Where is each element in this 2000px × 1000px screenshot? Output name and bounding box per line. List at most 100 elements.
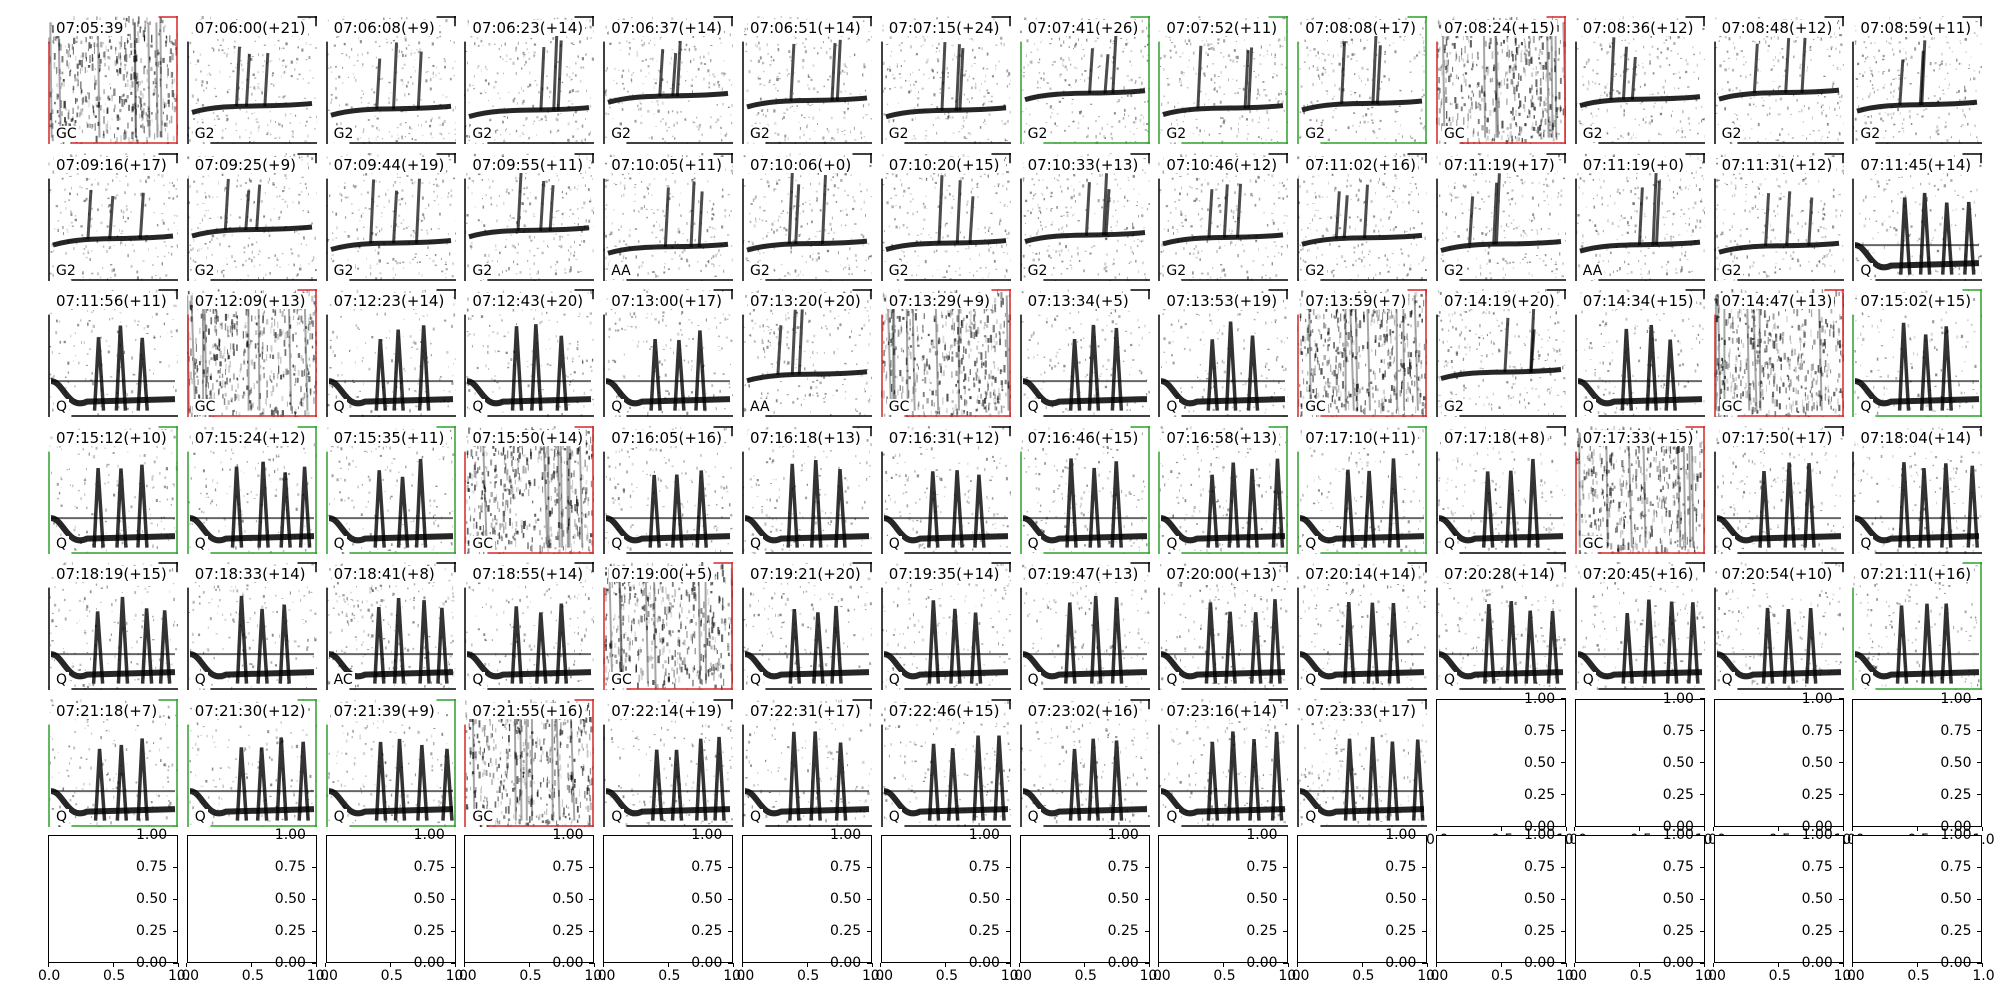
panel-class-label: G2 bbox=[192, 126, 217, 142]
y-tick-label: 0.25 bbox=[1802, 924, 1833, 938]
x-tick-mark bbox=[945, 963, 947, 967]
panel-class-label: Q bbox=[54, 535, 70, 552]
y-tick-label: 0.25 bbox=[1246, 924, 1277, 938]
panel-class-label: Q bbox=[331, 399, 347, 415]
empty-axes bbox=[48, 835, 178, 963]
spectrogram-image bbox=[1297, 425, 1428, 554]
spectrogram-image bbox=[881, 16, 1011, 144]
y-tick-mark bbox=[1838, 698, 1844, 699]
y-tick-label: 0.50 bbox=[691, 892, 722, 906]
spectrogram-panel: 07:10:33(+13) G2 bbox=[1019, 152, 1150, 281]
y-tick-label: 0.00 bbox=[969, 956, 1000, 970]
panel-class-label: Q bbox=[1303, 672, 1319, 688]
panel-class-label: G2 bbox=[1303, 126, 1327, 142]
y-tick-mark bbox=[867, 930, 872, 932]
x-tick-mark bbox=[112, 963, 114, 967]
y-tick-mark bbox=[1422, 962, 1428, 964]
panel-class-label: Q bbox=[1164, 399, 1180, 415]
spectrogram-panel: 07:19:00(+5) GC bbox=[603, 562, 734, 690]
y-tick-label: 0.50 bbox=[414, 892, 445, 906]
panel-timestamp: 07:23:16(+14) bbox=[1164, 702, 1280, 719]
spectrogram-panel: 07:08:48(+12) G2 bbox=[1713, 16, 1844, 144]
y-tick-mark bbox=[1561, 834, 1566, 836]
x-tick-mark bbox=[1851, 826, 1853, 831]
y-tick-mark bbox=[1561, 930, 1566, 932]
y-tick-label: 1.00 bbox=[1524, 692, 1555, 706]
spectrogram-image bbox=[1297, 698, 1428, 827]
panel-timestamp: 07:20:14(+14) bbox=[1303, 566, 1418, 582]
spectrogram-image bbox=[187, 562, 317, 690]
y-tick-mark bbox=[1561, 794, 1566, 795]
x-tick-mark bbox=[1500, 826, 1502, 831]
panel-timestamp: 07:10:46(+12) bbox=[1164, 156, 1280, 173]
x-tick-label: 1.0 bbox=[1001, 969, 1023, 983]
y-tick-label: 1.00 bbox=[136, 828, 167, 842]
spectrogram-panel: 07:08:08(+17) G2 bbox=[1297, 16, 1428, 144]
panel-timestamp: 07:21:11(+16) bbox=[1858, 566, 1974, 582]
panel-class-label: Q bbox=[886, 808, 902, 825]
spectrogram-image bbox=[1575, 152, 1705, 281]
spectrogram-image bbox=[603, 16, 734, 144]
y-tick-mark bbox=[1561, 898, 1566, 900]
spectrogram-image bbox=[742, 698, 872, 827]
panel-class-label: G2 bbox=[1442, 399, 1466, 415]
y-tick-mark bbox=[1977, 762, 1983, 763]
y-tick-mark bbox=[1977, 698, 1983, 699]
spectrogram-panel: 07:21:11(+16) Q bbox=[1852, 562, 1983, 690]
y-tick-label: 1.00 bbox=[1940, 828, 1971, 842]
panel-timestamp: 07:19:00(+5) bbox=[609, 566, 715, 582]
spectrogram-image bbox=[1713, 16, 1844, 144]
y-tick-label: 0.25 bbox=[552, 924, 583, 938]
spectrogram-image bbox=[1436, 289, 1566, 417]
spectrogram-image bbox=[1436, 562, 1566, 690]
empty-axes bbox=[1713, 835, 1844, 963]
spectrogram-image bbox=[1852, 562, 1983, 690]
panel-timestamp: 07:11:02(+16) bbox=[1303, 156, 1418, 173]
panel-timestamp: 07:21:55(+16) bbox=[470, 702, 586, 719]
y-tick-label: 0.50 bbox=[136, 892, 167, 906]
y-tick-mark bbox=[1838, 794, 1844, 795]
y-tick-label: 0.75 bbox=[1940, 860, 1971, 874]
y-tick-label: 0.25 bbox=[969, 924, 1000, 938]
y-tick-label: 0.75 bbox=[1385, 860, 1416, 874]
panel-timestamp: 07:19:47(+13) bbox=[1025, 566, 1141, 582]
panel-class-label: GC bbox=[609, 672, 634, 688]
panel-class-label: AC bbox=[331, 672, 355, 688]
spectrogram-panel: 07:13:00(+17) Q bbox=[603, 289, 734, 417]
y-tick-label: 1.00 bbox=[1940, 692, 1971, 706]
y-tick-mark bbox=[1005, 834, 1011, 836]
x-tick-mark bbox=[455, 963, 457, 967]
x-tick-label: 0.0 bbox=[454, 969, 476, 983]
panel-class-label: GC bbox=[192, 399, 218, 415]
y-tick-label: 0.00 bbox=[414, 956, 445, 970]
y-tick-mark bbox=[728, 898, 734, 900]
panel-timestamp: 07:16:31(+12) bbox=[886, 429, 1002, 446]
y-tick-mark bbox=[450, 834, 456, 836]
x-tick-mark bbox=[1704, 826, 1706, 831]
y-tick-label: 0.75 bbox=[136, 860, 167, 874]
y-tick-mark bbox=[173, 866, 178, 868]
panel-timestamp: 07:13:59(+7) bbox=[1303, 293, 1409, 309]
x-tick-label: 1.0 bbox=[723, 969, 745, 983]
panel-timestamp: 07:08:59(+11) bbox=[1858, 20, 1974, 36]
x-tick-label: 1.0 bbox=[1834, 969, 1856, 983]
spectrogram-image bbox=[1158, 562, 1289, 690]
panel-class-label: G2 bbox=[1164, 262, 1189, 279]
y-tick-label: 0.75 bbox=[1246, 860, 1277, 874]
panel-class-label: Q bbox=[54, 808, 70, 825]
panel-class-label: Q bbox=[1580, 672, 1596, 688]
y-tick-mark bbox=[1144, 866, 1150, 868]
spectrogram-image bbox=[187, 425, 317, 554]
spectrogram-panel: 07:21:55(+16) GC bbox=[464, 698, 595, 827]
spectrogram-panel: 07:09:44(+19) G2 bbox=[325, 152, 456, 281]
panel-class-label: GC bbox=[1442, 126, 1467, 142]
y-tick-label: 0.75 bbox=[1663, 724, 1694, 738]
y-tick-mark bbox=[450, 866, 456, 868]
x-tick-mark bbox=[1222, 963, 1224, 967]
spectrogram-panel: 07:19:35(+14) Q bbox=[881, 562, 1011, 690]
panel-timestamp: 07:21:30(+12) bbox=[192, 702, 308, 719]
spectrogram-panel: 07:23:02(+16) Q bbox=[1019, 698, 1150, 827]
y-tick-mark bbox=[1283, 834, 1289, 836]
panel-timestamp: 07:10:05(+11) bbox=[609, 156, 724, 173]
x-tick-mark bbox=[1778, 826, 1780, 831]
